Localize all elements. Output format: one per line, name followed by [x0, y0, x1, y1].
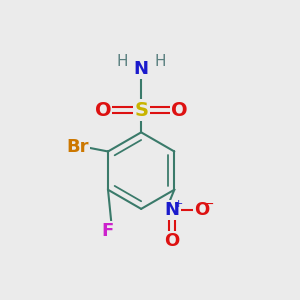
- Text: H: H: [116, 54, 128, 69]
- Text: N: N: [165, 201, 180, 219]
- Text: +: +: [174, 199, 183, 209]
- Text: O: O: [171, 101, 188, 120]
- Text: O: O: [164, 232, 180, 250]
- Text: N: N: [134, 60, 149, 78]
- Text: H: H: [154, 54, 166, 69]
- Text: F: F: [101, 222, 113, 240]
- Text: −: −: [204, 198, 214, 211]
- Text: S: S: [134, 101, 148, 120]
- Text: Br: Br: [67, 138, 89, 156]
- Text: O: O: [194, 201, 209, 219]
- Text: O: O: [94, 101, 111, 120]
